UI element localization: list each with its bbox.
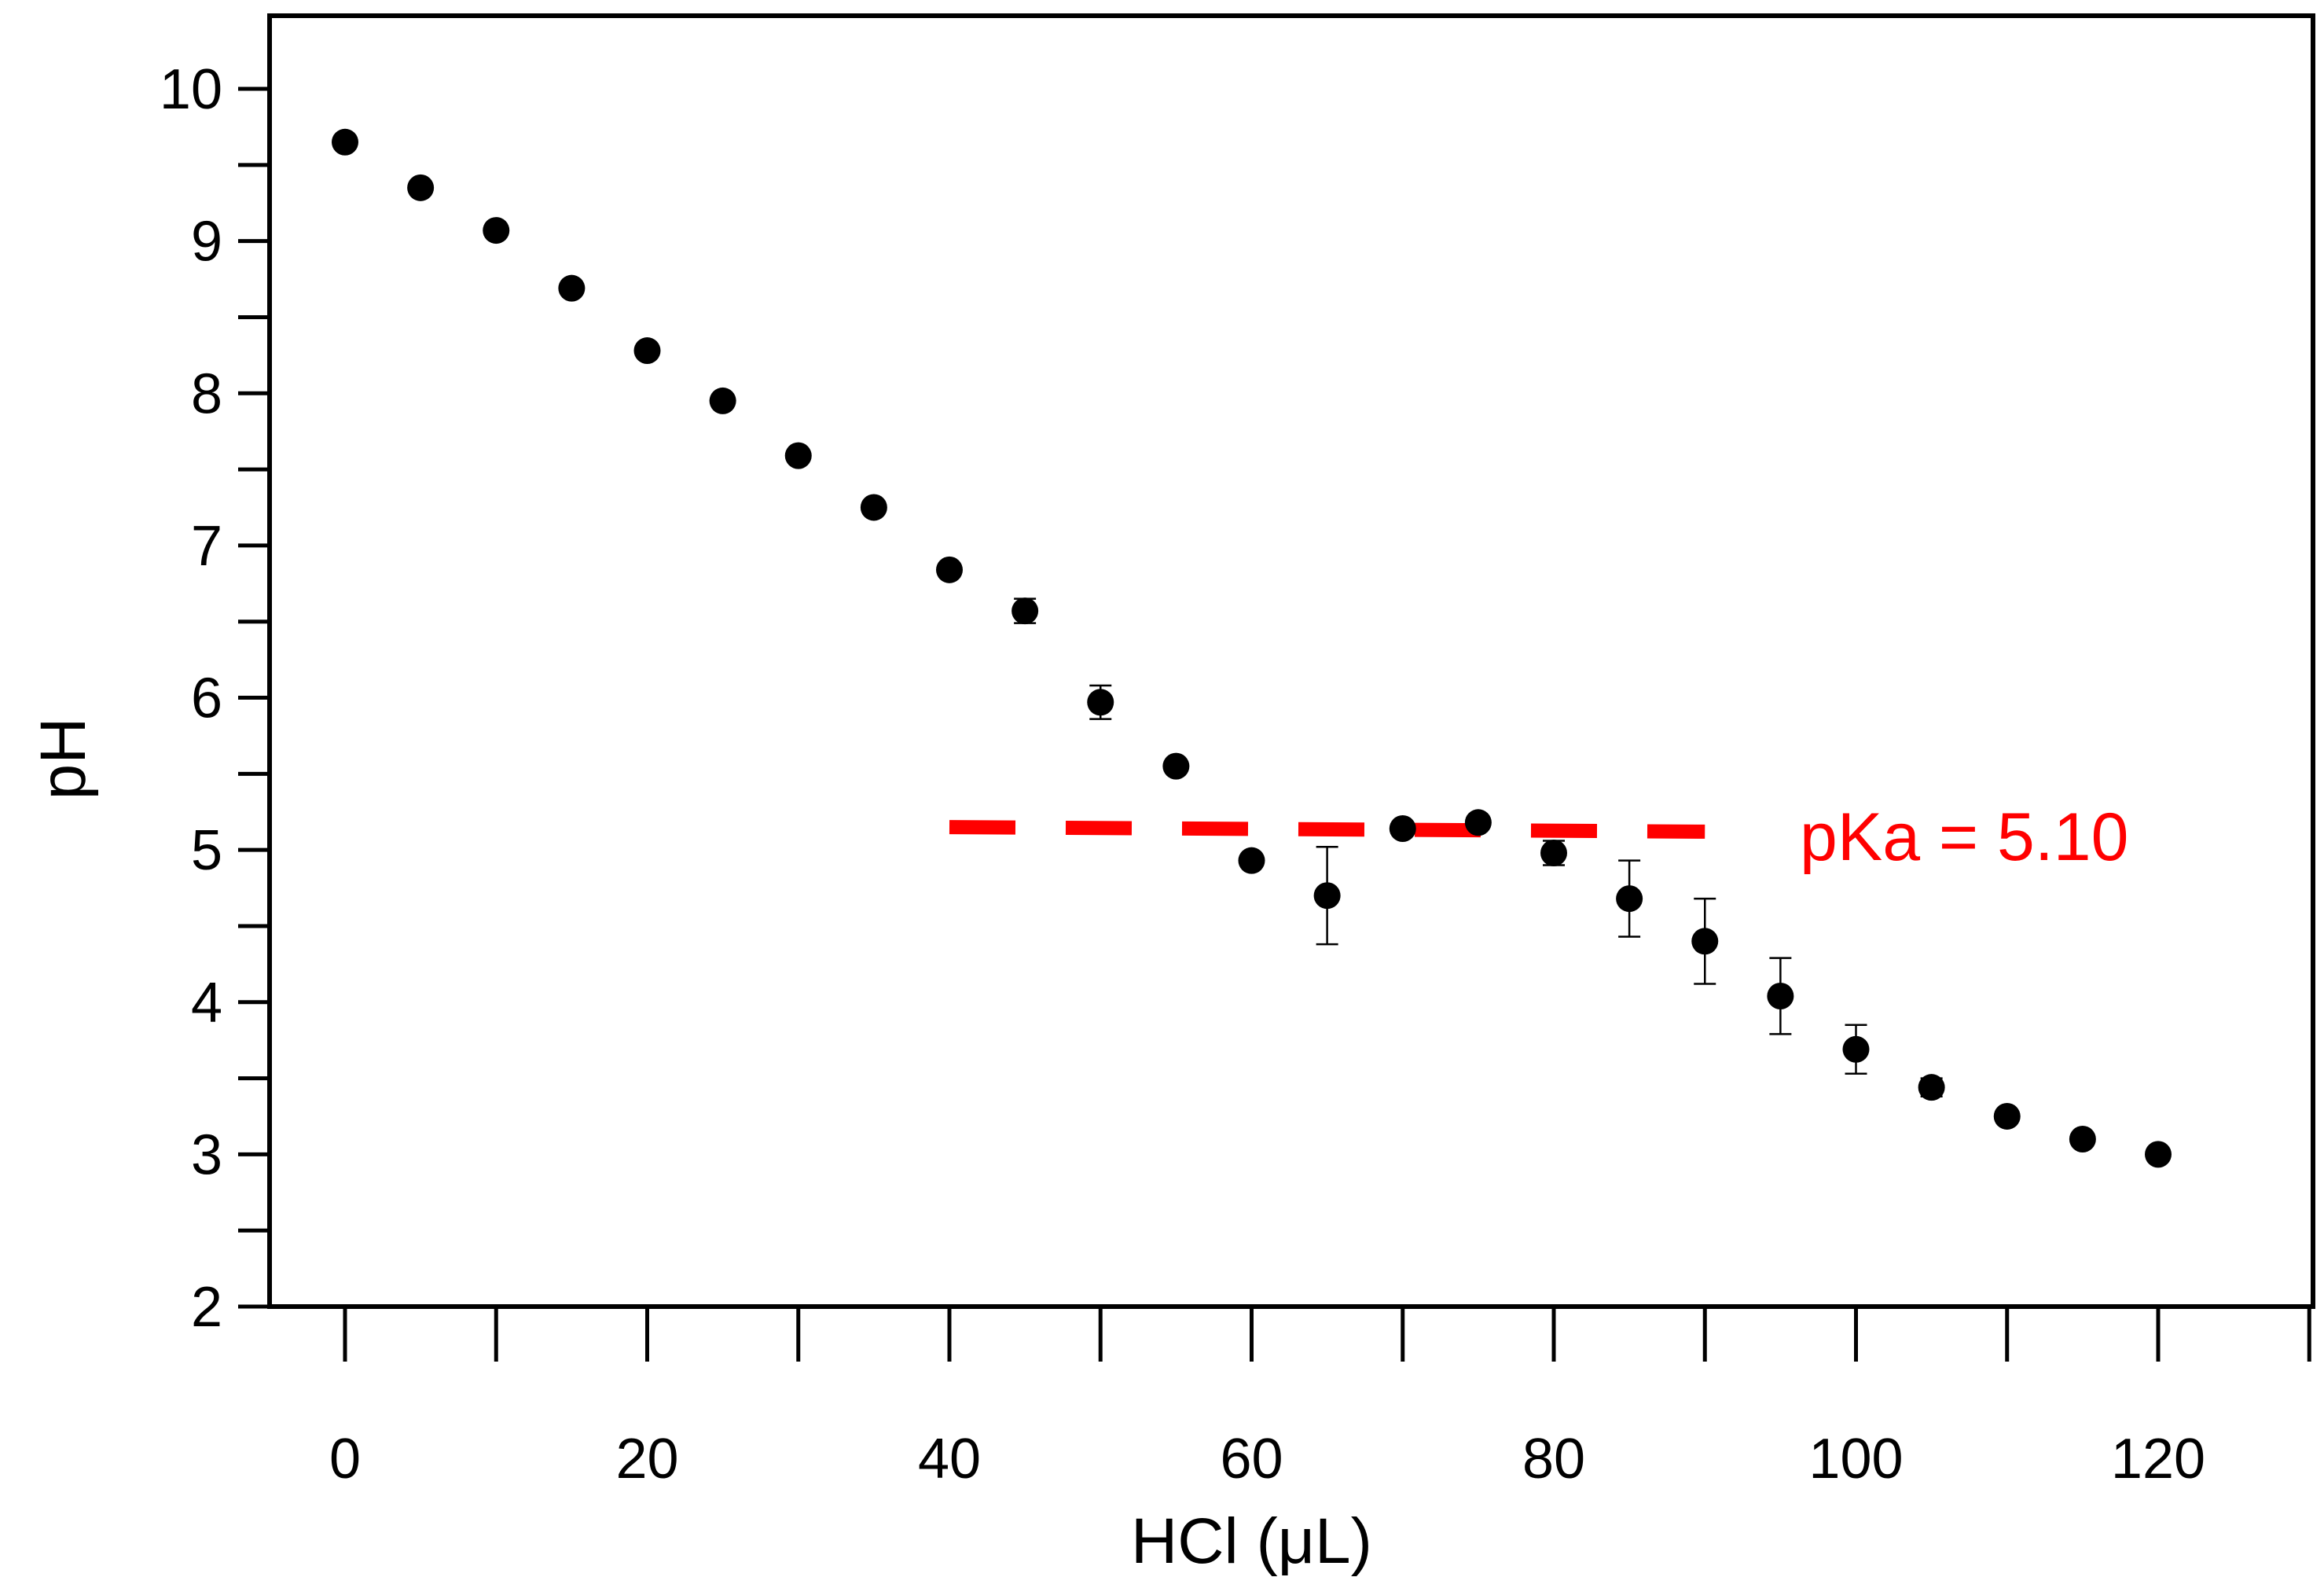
data-point [860, 494, 887, 521]
data-point [2069, 1126, 2096, 1153]
data-point [483, 217, 510, 244]
x-tick-label: 40 [918, 1428, 981, 1491]
x-tick-label: 80 [1522, 1428, 1585, 1491]
data-point [1918, 1074, 1945, 1101]
data-point [407, 174, 435, 201]
data-point [1616, 885, 1643, 913]
y-tick-label: 6 [191, 667, 222, 730]
data-point [1389, 815, 1416, 843]
x-tick-label: 100 [1808, 1428, 1903, 1491]
x-tick-label: 60 [1220, 1428, 1283, 1491]
data-point [1162, 752, 1190, 780]
y-tick-label: 9 [191, 211, 222, 274]
data-point [1011, 597, 1039, 625]
pka-reference-line [949, 820, 1705, 839]
y-axis-title: pH [28, 718, 99, 800]
pka-annotation: pKa = 5.10 [1800, 800, 2128, 875]
x-axis-title: HCl (μL) [1131, 1505, 1372, 1577]
y-tick-label: 2 [191, 1276, 222, 1339]
y-tick-label: 8 [191, 362, 222, 425]
data-point [633, 337, 661, 365]
data-point [1313, 882, 1341, 910]
data-point [558, 274, 586, 302]
data-point [936, 556, 963, 583]
data-point [1464, 809, 1492, 836]
y-tick-label: 5 [191, 819, 222, 882]
data-point [1238, 847, 1265, 874]
reference-line-layer [949, 820, 1705, 839]
labels-layer: HCl (μL) pH pKa = 5.10 [28, 718, 2128, 1577]
y-tick-label: 3 [191, 1123, 222, 1186]
y-tick-label: 10 [160, 58, 222, 121]
data-point [1540, 839, 1567, 866]
plot-frame [267, 13, 2315, 1309]
data-point [1767, 983, 1794, 1010]
data-point [1087, 689, 1114, 716]
x-tick-label: 120 [2111, 1428, 2205, 1491]
data-point [709, 387, 736, 414]
x-tick-label: 0 [329, 1428, 361, 1491]
x-tick-label: 20 [615, 1428, 678, 1491]
data-point [1993, 1102, 2021, 1130]
data-point [1842, 1035, 1870, 1063]
data-point [1691, 928, 1719, 955]
y-tick-label: 7 [191, 515, 222, 578]
data-point [332, 128, 358, 156]
data-point [2145, 1141, 2172, 1168]
data-point [784, 442, 812, 469]
data-points-layer [332, 128, 2172, 1168]
y-tick-label: 4 [191, 972, 222, 1035]
